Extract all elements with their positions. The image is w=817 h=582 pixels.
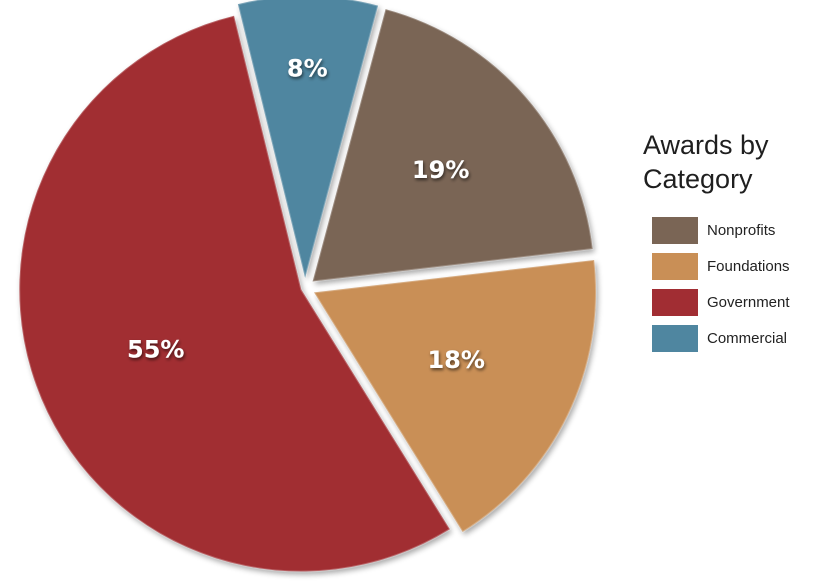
pie-slice-edge-commercial: [236, 0, 380, 279]
legend-item-foundations: Foundations: [643, 248, 813, 284]
pie-slice-commercial: [237, 0, 379, 279]
chart-legend: Awards by Category Nonprofits Foundation…: [643, 128, 813, 356]
slice-label-commercial: 8%: [287, 54, 328, 82]
legend-title: Awards by Category: [643, 128, 813, 196]
slice-label-government: 55%: [127, 336, 184, 364]
legend-title-line-1: Awards by: [643, 130, 769, 160]
pie-slice-nonprofits: [312, 9, 593, 282]
legend-swatch-nonprofits: [652, 216, 698, 244]
legend-swatch-foundations: [652, 252, 698, 280]
pie-slice-edge-nonprofits: [311, 7, 594, 283]
legend-item-commercial: Commercial: [643, 320, 813, 356]
legend-item-government: Government: [643, 284, 813, 320]
pie-slice-foundations: [314, 259, 597, 533]
legend-label-nonprofits: Nonprofits: [707, 221, 776, 239]
legend-label-commercial: Commercial: [707, 329, 788, 347]
legend-label-foundations: Foundations: [707, 257, 790, 275]
legend-swatch-commercial: [652, 324, 698, 352]
pie-slice-edge-foundations: [312, 258, 597, 534]
legend-swatch-government: [652, 288, 698, 316]
slice-label-foundations: 18%: [427, 346, 484, 374]
legend-item-nonprofits: Nonprofits: [643, 212, 813, 248]
pie-slice-edge-government: [18, 14, 452, 573]
legend-title-line-2: Category: [643, 164, 753, 194]
pie-slice-government: [19, 15, 450, 572]
slice-label-nonprofits: 19%: [412, 156, 469, 184]
legend-label-government: Government: [707, 293, 790, 311]
